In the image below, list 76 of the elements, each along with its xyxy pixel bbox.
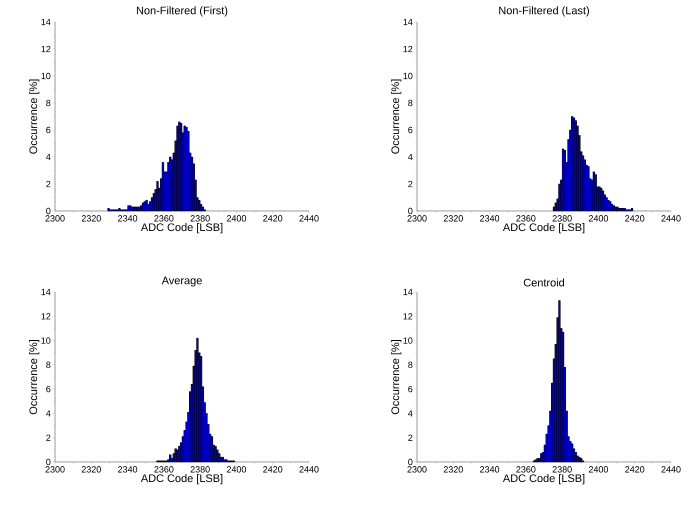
y-tick-label: 0 [408, 208, 412, 214]
y-tick-label: 2 [46, 434, 50, 441]
x-tick-label: 2320 [444, 215, 463, 222]
x-tick-label: 2440 [661, 215, 681, 222]
x-tick-label: 2420 [625, 466, 644, 473]
y-tick-label: 12 [42, 313, 50, 320]
y-tick-label: 14 [42, 288, 51, 296]
y-axis-title: Occurrence [%] [391, 80, 402, 154]
x-axis-title: ADC Code [LSB] [140, 474, 222, 484]
x-axis-title: ADC Code [LSB] [502, 474, 584, 484]
y-tick-label: 0 [46, 208, 50, 214]
x-tick-label: 2440 [299, 215, 319, 222]
y-tick-label: 2 [408, 180, 412, 188]
x-tick-label: 2420 [625, 215, 644, 222]
x-tick-label: 2420 [263, 466, 282, 473]
y-tick-label: 6 [46, 126, 50, 134]
x-axis-title: ADC Code [LSB] [502, 223, 584, 234]
y-tick-label: 8 [408, 362, 412, 368]
x-tick-label: 2300 [45, 215, 65, 222]
x-tick-label: 2380 [190, 215, 210, 222]
y-tick-label: 8 [408, 100, 412, 106]
y-tick-label: 2 [408, 434, 412, 441]
x-tick-label: 2340 [118, 215, 138, 222]
x-tick-label: 2340 [118, 466, 138, 473]
y-tick-label: 6 [408, 386, 412, 392]
x-tick-label: 2400 [226, 215, 246, 222]
x-tick-label: 2320 [82, 215, 101, 222]
y-tick-label: 4 [408, 410, 413, 416]
x-tick-label: 2300 [407, 466, 427, 473]
y-tick-label: 2 [46, 180, 50, 188]
x-tick-label: 2320 [444, 466, 463, 473]
x-tick-label: 2380 [552, 215, 572, 222]
y-axis-title: Occurrence [%] [391, 340, 402, 414]
x-tick-label: 2400 [588, 215, 608, 222]
y-tick-label: 14 [42, 18, 51, 26]
y-tick-label: 6 [46, 386, 50, 392]
chart-title: Average [162, 276, 202, 286]
y-tick-label: 14 [404, 288, 413, 296]
y-tick-label: 10 [404, 72, 412, 80]
x-tick-label: 2360 [516, 215, 536, 222]
x-tick-label: 2420 [263, 215, 282, 222]
x-tick-label: 2360 [516, 466, 536, 473]
x-tick-label: 2400 [588, 466, 608, 473]
y-tick-label: 0 [408, 458, 412, 466]
x-tick-label: 2440 [299, 466, 319, 473]
y-tick-label: 10 [42, 72, 50, 80]
y-tick-label: 8 [46, 100, 50, 106]
chart-title: Centroid [524, 278, 564, 286]
x-tick-label: 2320 [82, 466, 101, 473]
y-axis-title: Occurrence [%] [29, 80, 40, 154]
x-tick-label: 2440 [661, 466, 681, 473]
x-tick-label: 2380 [552, 466, 572, 473]
x-tick-label: 2360 [154, 215, 174, 222]
y-tick-label: 14 [404, 18, 413, 26]
y-tick-label: 6 [408, 126, 412, 134]
y-tick-label: 8 [46, 362, 50, 368]
y-tick-label: 4 [46, 410, 51, 416]
y-tick-label: 4 [408, 154, 413, 160]
y-axis-title: Occurrence [%] [29, 340, 40, 414]
x-tick-label: 2400 [226, 466, 246, 473]
y-tick-label: 12 [404, 46, 412, 52]
x-tick-label: 2300 [407, 215, 427, 222]
y-tick-label: 4 [46, 154, 51, 160]
x-axis-title: ADC Code [LSB] [140, 223, 222, 234]
chart-title: Non-Filtered (First) [136, 6, 228, 16]
x-tick-label: 2380 [190, 466, 210, 473]
x-tick-label: 2360 [154, 466, 174, 473]
chart-title: Non-Filtered (Last) [499, 6, 589, 16]
y-tick-label: 12 [42, 46, 50, 52]
x-tick-label: 2340 [480, 215, 500, 222]
x-tick-label: 2340 [480, 466, 500, 473]
y-tick-label: 10 [42, 337, 50, 344]
y-tick-label: 10 [404, 337, 412, 344]
y-tick-label: 0 [46, 458, 50, 466]
y-tick-label: 12 [404, 313, 412, 320]
x-tick-label: 2300 [45, 466, 65, 473]
